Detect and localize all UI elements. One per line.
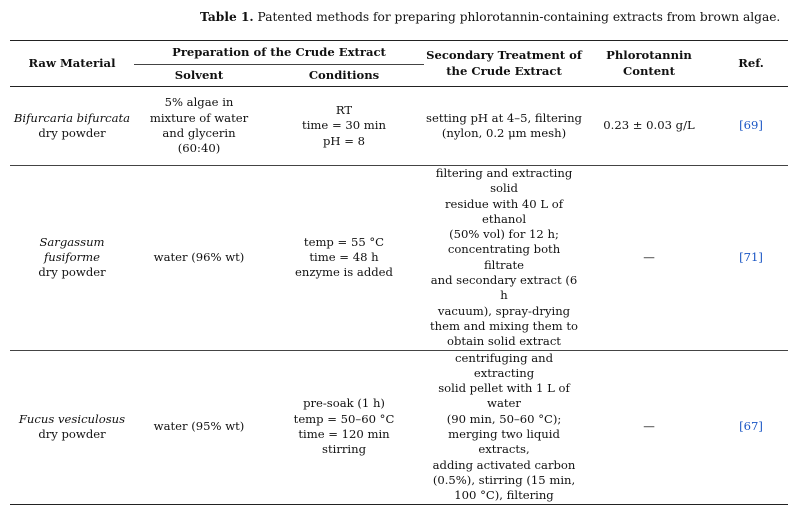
secondary-line: adding activated carbon: [432, 457, 576, 472]
secondary-line: merging two liquid extracts,: [448, 427, 560, 457]
table-body: Bifurcaria bifurcata dry powder 5% algae…: [10, 86, 788, 505]
material-form: dry powder: [38, 427, 106, 442]
cell-conditions: temp = 55 °C time = 48 h enzyme is added: [264, 165, 424, 351]
secondary-line: obtain solid extract: [447, 334, 561, 349]
secondary-line: (0.5%), stirring (15 min,: [432, 472, 576, 487]
material-form: dry powder: [38, 126, 106, 140]
condition-line: temp = 55 °C: [303, 234, 385, 249]
species-name: Bifurcaria bifurcata: [13, 110, 131, 125]
secondary-line: setting pH at 4–5, filtering: [426, 110, 582, 125]
header-solvent: Solvent: [134, 64, 264, 87]
condition-line: stirring: [322, 442, 366, 457]
cell-secondary: setting pH at 4–5, filtering (nylon, 0.2…: [424, 86, 584, 166]
condition-line: time = 48 h: [309, 250, 379, 265]
header-secondary-line1: Secondary Treatment of: [426, 48, 582, 63]
condition-line: enzyme is added: [295, 265, 393, 280]
header-conditions: Conditions: [264, 64, 424, 87]
cell-solvent: 5% algae in mixture of water and glyceri…: [134, 86, 264, 166]
caption-text: Patented methods for preparing phlorotan…: [257, 10, 781, 24]
condition-line: RT: [335, 103, 353, 118]
cell-raw-material: Sargassum fusiforme dry powder: [10, 165, 134, 351]
cell-conditions: pre-soak (1 h) temp = 50–60 °C time = 12…: [264, 350, 424, 505]
condition-line: time = 30 min: [302, 118, 386, 133]
secondary-line: centrifuging and extracting: [455, 350, 553, 380]
header-secondary-line2: the Crude Extract: [446, 63, 562, 78]
secondary-line: and secondary extract (6 h: [430, 273, 578, 303]
cell-ref: [71]: [714, 165, 788, 351]
solvent-line: water (96% wt): [153, 250, 245, 265]
header-secondary: Secondary Treatment of the Crude Extract: [424, 40, 584, 87]
cell-content: —: [584, 165, 714, 351]
solvent-line: 5% algae in: [164, 95, 234, 110]
header-ref: Ref.: [714, 40, 788, 87]
secondary-line: them and mixing them to: [430, 318, 578, 333]
table-row: Bifurcaria bifurcata dry powder 5% algae…: [10, 86, 788, 166]
species-name: Fucus vesiculosus: [18, 411, 126, 426]
data-table: Raw Material Preparation of the Crude Ex…: [10, 40, 788, 505]
secondary-line: (50% vol) for 12 h;: [449, 227, 559, 242]
header-content-line1: Phlorotannin: [606, 48, 692, 63]
secondary-line: vacuum), spray-drying: [437, 303, 571, 318]
caption-label: Table 1.: [200, 10, 254, 24]
secondary-line: concentrating both filtrate: [447, 242, 561, 272]
ref-link[interactable]: [69]: [739, 118, 763, 133]
cell-ref: [69]: [714, 86, 788, 166]
condition-line: time = 120 min: [298, 427, 390, 442]
condition-line: pH = 8: [323, 133, 365, 148]
cell-conditions: RT time = 30 min pH = 8: [264, 86, 424, 166]
table-row: Sargassum fusiforme dry powder water (96…: [10, 165, 788, 351]
solvent-line: and glycerin: [162, 126, 236, 140]
secondary-line: (nylon, 0.2 μm mesh): [441, 126, 567, 140]
secondary-line: 100 °C), filtering: [454, 488, 554, 503]
cell-raw-material: Fucus vesiculosus dry powder: [10, 350, 134, 505]
ref-link[interactable]: [71]: [739, 250, 763, 265]
table-header: Raw Material Preparation of the Crude Ex…: [10, 40, 788, 87]
material-form: dry powder: [38, 265, 106, 280]
cell-solvent: water (96% wt): [134, 165, 264, 351]
header-raw-material: Raw Material: [10, 40, 134, 87]
table-caption: Table 1. Patented methods for preparing …: [200, 9, 790, 25]
header-content-line2: Content: [623, 63, 675, 78]
cell-ref: [67]: [714, 350, 788, 505]
solvent-line: (60:40): [177, 141, 221, 156]
cell-content: —: [584, 350, 714, 505]
header-content: Phlorotannin Content: [584, 40, 714, 87]
ref-link[interactable]: [67]: [739, 419, 763, 434]
cell-raw-material: Bifurcaria bifurcata dry powder: [10, 86, 134, 166]
secondary-line: filtering and extracting solid: [435, 166, 573, 196]
solvent-line: mixture of water: [149, 110, 249, 125]
secondary-line: (90 min, 50–60 °C);: [446, 411, 562, 426]
solvent-line: water (95% wt): [153, 419, 245, 434]
cell-secondary: filtering and extracting solid residue w…: [424, 165, 584, 351]
condition-line: temp = 50–60 °C: [293, 411, 395, 426]
cell-solvent: water (95% wt): [134, 350, 264, 505]
secondary-line: solid pellet with 1 L of water: [438, 381, 570, 411]
cell-content: 0.23 ± 0.03 g/L: [584, 86, 714, 166]
secondary-line: residue with 40 L of ethanol: [444, 196, 564, 226]
table-row: Fucus vesiculosus dry powder water (95% …: [10, 350, 788, 505]
header-preparation: Preparation of the Crude Extract: [134, 40, 424, 65]
species-name: Sargassum fusiforme: [39, 234, 105, 265]
cell-secondary: centrifuging and extracting solid pellet…: [424, 350, 584, 505]
condition-line: pre-soak (1 h): [303, 396, 385, 411]
